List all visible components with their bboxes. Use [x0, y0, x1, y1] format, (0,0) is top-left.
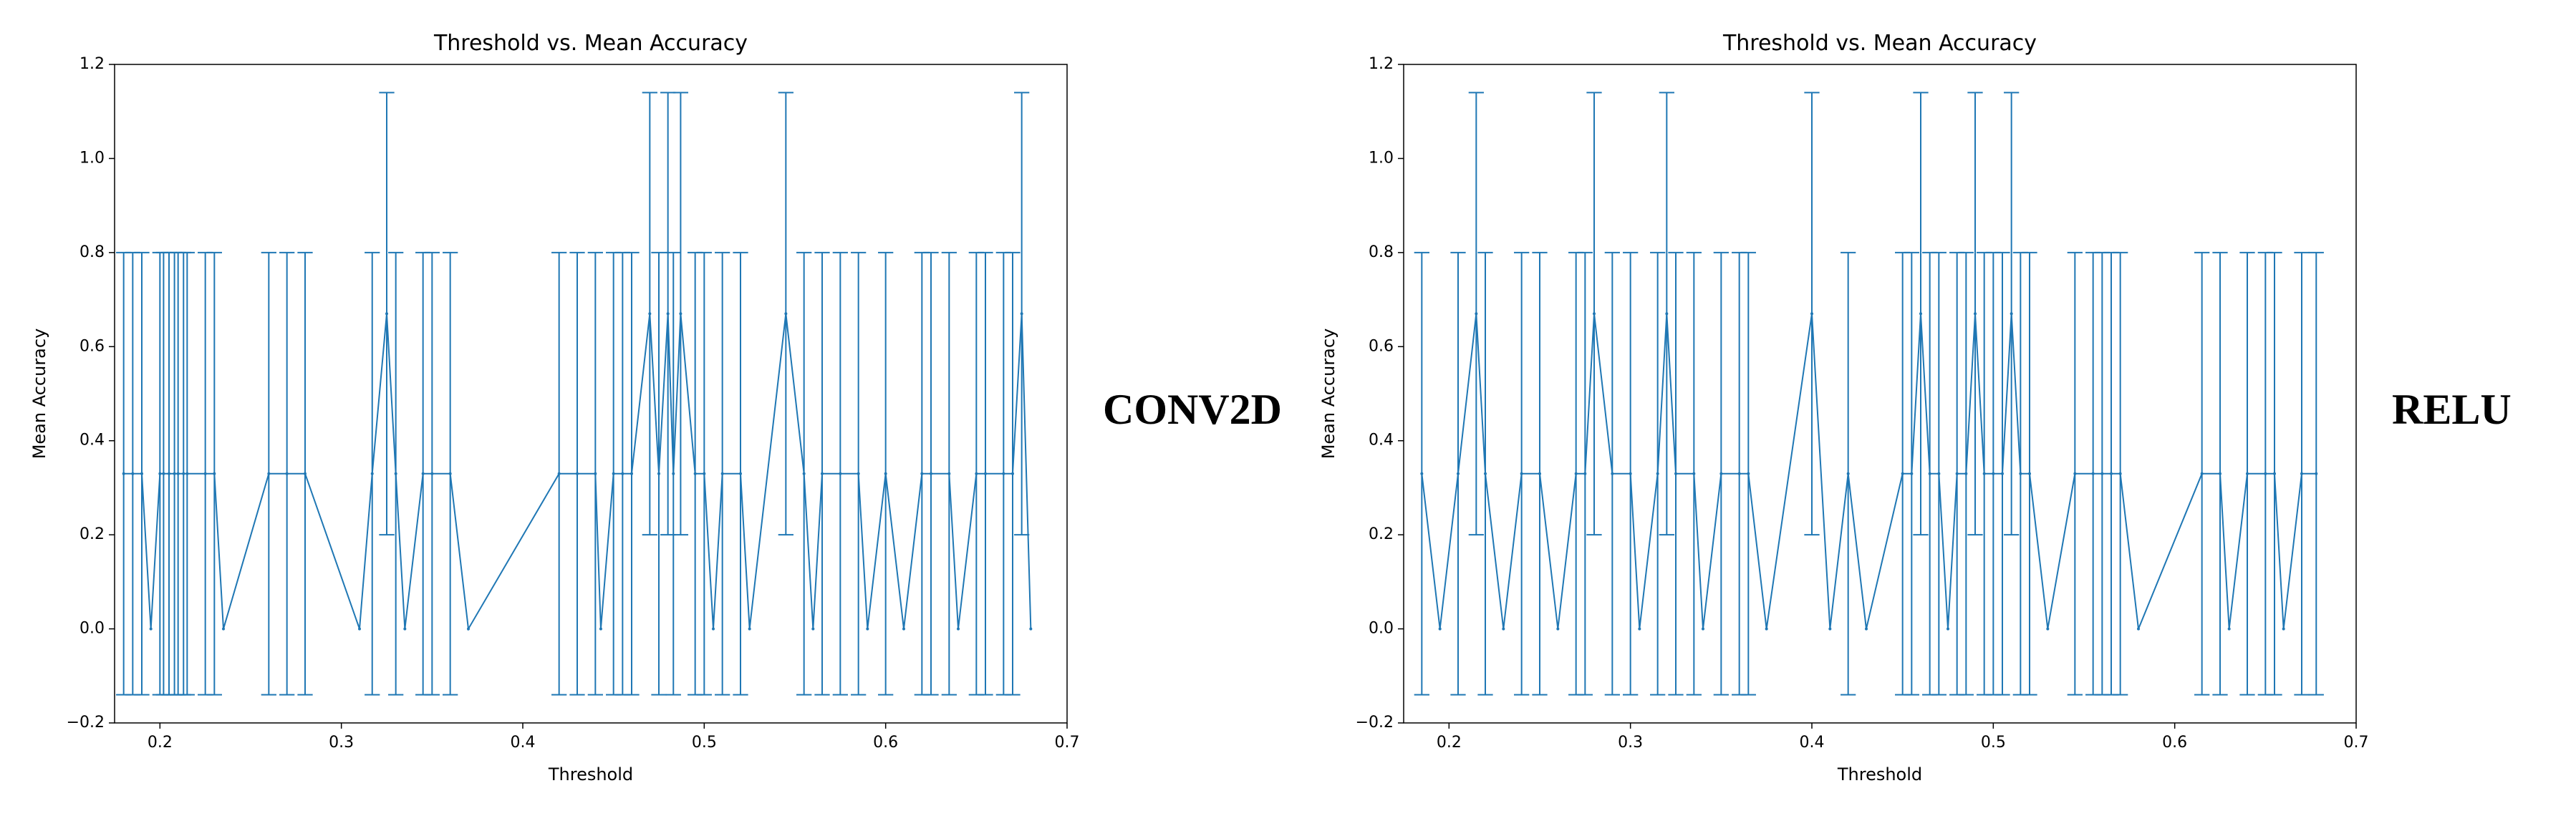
svg-text:0.4: 0.4: [1369, 432, 1394, 450]
svg-text:0.2: 0.2: [79, 525, 105, 543]
svg-text:1.2: 1.2: [1369, 55, 1394, 73]
svg-text:0.6: 0.6: [1369, 337, 1394, 355]
svg-text:0.4: 0.4: [79, 432, 105, 450]
svg-text:0.4: 0.4: [1800, 734, 1825, 752]
svg-text:0.7: 0.7: [2344, 734, 2369, 752]
svg-text:0.8: 0.8: [79, 243, 105, 261]
label-relu: RELU: [2392, 385, 2512, 434]
svg-text:Threshold: Threshold: [548, 764, 633, 784]
chart-conv2d: 0.2 0.3 0.4 0.5 0.6 0.7 −0.2 0.0 0.2 0.4 0.6 0.8 1.0…: [14, 14, 1089, 805]
svg-text:0.2: 0.2: [1437, 734, 1462, 752]
svg-text:1.0: 1.0: [79, 149, 105, 167]
svg-text:0.7: 0.7: [1055, 734, 1080, 752]
svg-text:Threshold: Threshold: [1837, 764, 1922, 784]
svg-text:0.6: 0.6: [79, 337, 105, 355]
svg-text:0.6: 0.6: [873, 734, 898, 752]
svg-text:0.3: 0.3: [1618, 734, 1643, 752]
svg-text:Mean Accuracy: Mean Accuracy: [1318, 329, 1338, 460]
svg-text:0.3: 0.3: [329, 734, 354, 752]
svg-text:0.0: 0.0: [1369, 620, 1394, 638]
svg-text:0.8: 0.8: [1369, 243, 1394, 261]
svg-text:0.5: 0.5: [692, 734, 717, 752]
svg-text:0.2: 0.2: [148, 734, 173, 752]
svg-text:0.0: 0.0: [79, 620, 105, 638]
svg-text:1.2: 1.2: [79, 55, 105, 73]
svg-text:0.6: 0.6: [2162, 734, 2187, 752]
svg-text:Threshold vs. Mean Accuracy: Threshold vs. Mean Accuracy: [1722, 31, 2037, 56]
label-conv2d: CONV2D: [1103, 385, 1282, 434]
svg-text:0.2: 0.2: [1369, 525, 1394, 543]
panel-conv2d: 0.2 0.3 0.4 0.5 0.6 0.7 −0.2 0.0 0.2 0.4 0.6 0.8 1.0…: [14, 14, 1282, 805]
svg-text:Mean Accuracy: Mean Accuracy: [29, 329, 49, 460]
svg-text:Threshold vs. Mean Accuracy: Threshold vs. Mean Accuracy: [433, 31, 748, 56]
svg-text:0.4: 0.4: [511, 734, 536, 752]
svg-text:−0.2: −0.2: [67, 714, 105, 732]
svg-text:−0.2: −0.2: [1356, 714, 1394, 732]
svg-text:1.0: 1.0: [1369, 149, 1394, 167]
chart-relu: 0.2 0.3 0.4 0.5 0.6 0.7 −0.2 0.0 0.2 0.4 0.6 0.8 1.0…: [1303, 14, 2378, 805]
panel-relu: 0.2 0.3 0.4 0.5 0.6 0.7 −0.2 0.0 0.2 0.4 0.6 0.8 1.0…: [1303, 14, 2512, 805]
svg-text:0.5: 0.5: [1981, 734, 2006, 752]
